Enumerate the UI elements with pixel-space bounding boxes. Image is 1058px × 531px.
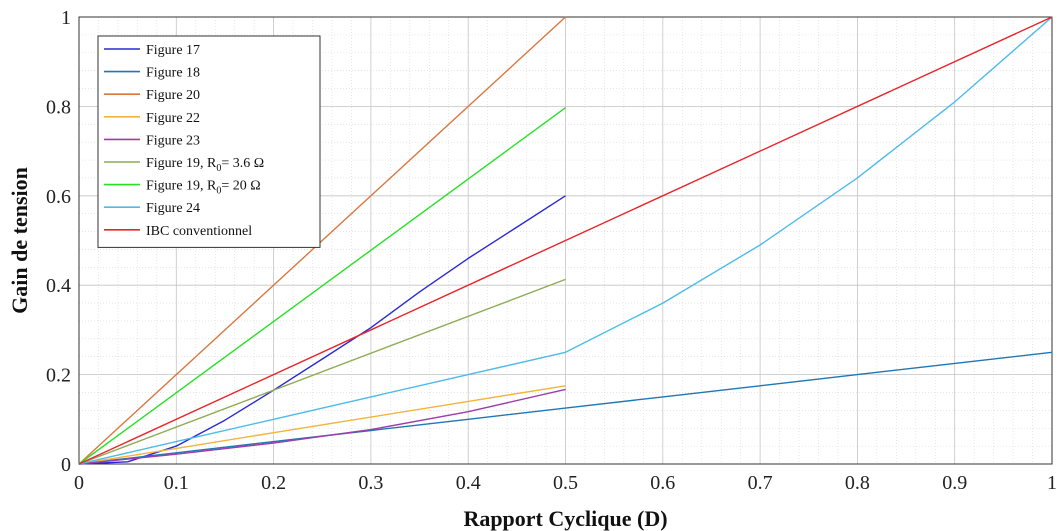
legend-label-text: Figure 23 [146, 133, 200, 148]
legend-label: Figure 17 [146, 43, 200, 58]
x-tick-label: 0.3 [358, 472, 383, 494]
legend-label-subscript: 0 [216, 186, 221, 197]
x-axis-label: Rapport Cyclique (D) [463, 506, 667, 531]
y-tick-label: 0.8 [46, 96, 71, 118]
legend-box [97, 35, 321, 248]
y-axis-ticks: 0 0.2 0.4 0.6 0.8 1 [46, 7, 71, 476]
y-tick-label: 0.2 [46, 365, 71, 387]
y-tick-label: 1 [61, 7, 71, 29]
x-tick-label: 0.8 [845, 472, 870, 494]
series-line-2 [78, 351, 1053, 465]
legend-label: Figure 19, R0= 3.6 Ω [146, 156, 264, 174]
series-line-9 [78, 16, 1053, 465]
series-line-8 [78, 16, 1053, 465]
legend-label-text: Figure 17 [146, 43, 200, 58]
y-tick-label: 0.6 [46, 186, 71, 208]
legend-label-text: Figure 22 [146, 111, 200, 126]
x-tick-label: 0.1 [164, 472, 189, 494]
legend-label: IBC conventionnel [146, 224, 252, 239]
legend-label-suffix: = 3.6 Ω [221, 156, 264, 171]
x-tick-label: 0.7 [748, 472, 773, 494]
y-axis-label: Gain de tension [7, 167, 32, 314]
y-tick-label: 0.4 [46, 275, 71, 297]
y-tick-label: 0 [61, 454, 71, 476]
x-tick-label: 0.4 [456, 472, 481, 494]
legend-label: Figure 22 [146, 111, 200, 126]
series-line-5 [78, 388, 566, 465]
legend-label: Figure 18 [146, 66, 200, 81]
legend-label-text: Figure 24 [146, 201, 200, 216]
x-tick-label: 0.2 [261, 472, 286, 494]
legend-label-text: Figure 19, R [146, 179, 217, 194]
series-line-7 [78, 107, 566, 465]
legend-label-text: Figure 18 [146, 66, 200, 81]
legend-label-suffix: = 20 Ω [221, 179, 260, 194]
series-line-6 [78, 278, 566, 465]
series-line-4 [78, 385, 566, 465]
series-layer [78, 16, 1053, 465]
x-tick-label: 0.5 [553, 472, 578, 494]
x-axis-ticks: 0 0.1 0.2 0.3 0.4 0.5 0.6 0.7 0.8 0.9 1 [74, 472, 1057, 494]
legend-label-subscript: 0 [216, 163, 221, 174]
legend: Figure 17 Figure 18 Figure 20 Figure 22 Figu… [97, 35, 321, 248]
x-tick-label: 0.9 [942, 472, 967, 494]
legend-label-text: Figure 20 [146, 88, 200, 103]
x-tick-label: 0.6 [650, 472, 675, 494]
series-line-3 [78, 16, 566, 465]
legend-label: Figure 19, R0= 20 Ω [146, 179, 261, 197]
x-tick-label: 0 [74, 472, 84, 494]
legend-label-text: IBC conventionnel [146, 224, 252, 239]
legend-label: Figure 24 [146, 201, 200, 216]
legend-label: Figure 23 [146, 133, 200, 148]
x-tick-label: 1 [1047, 472, 1057, 494]
legend-label-text: Figure 19, R [146, 156, 217, 171]
legend-label: Figure 20 [146, 88, 200, 103]
